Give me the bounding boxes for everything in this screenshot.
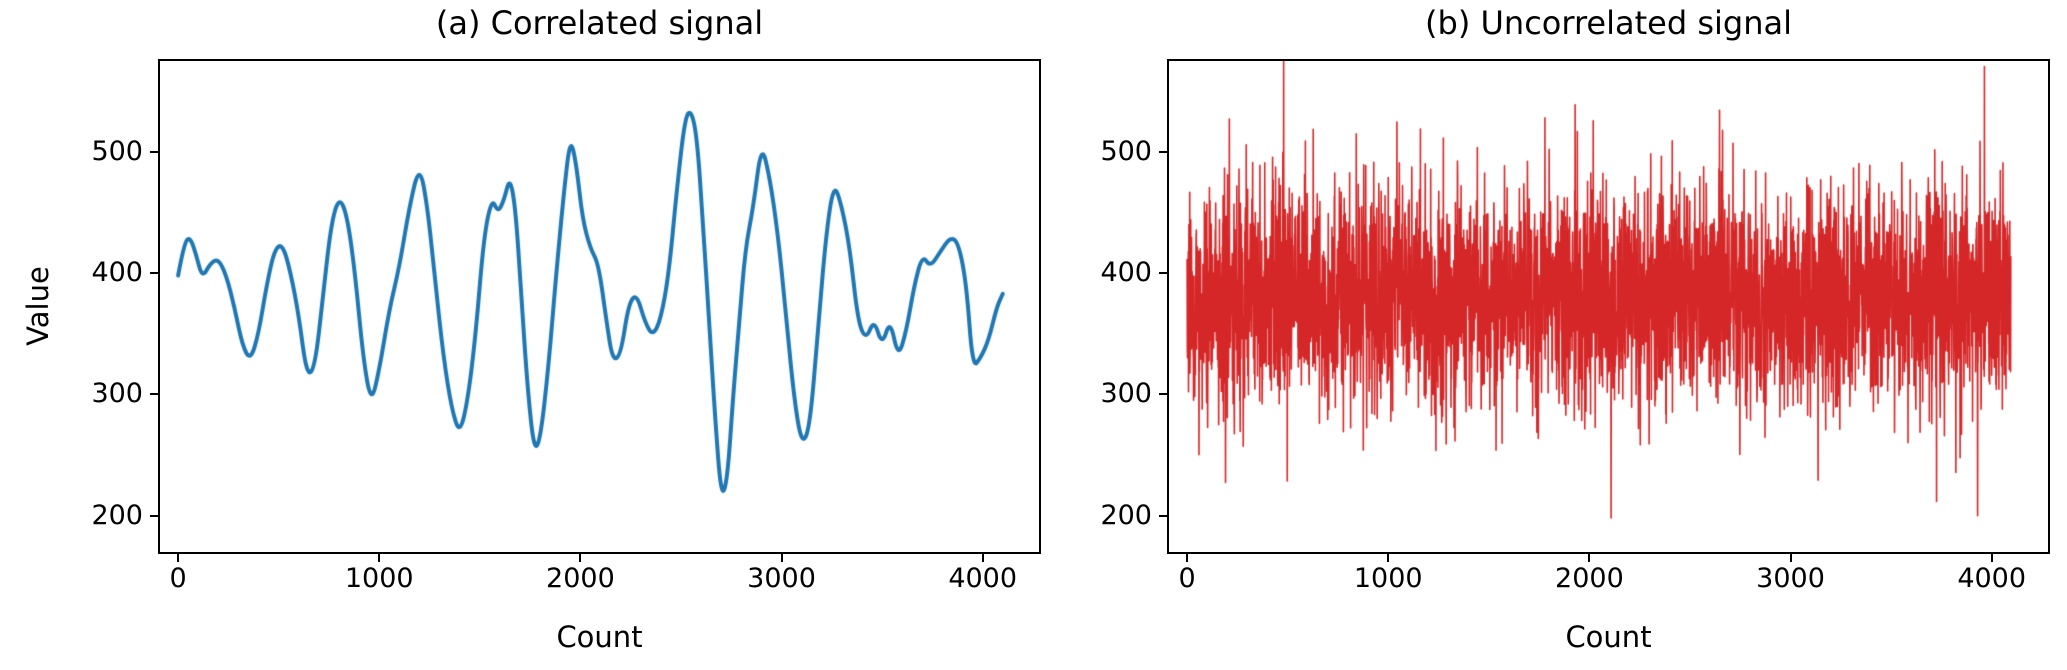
y-tick-mark [150,514,158,517]
x-axis-label-a: Count [556,620,643,654]
y-tick-mark [1159,150,1167,153]
x-tick-mark [1186,554,1189,562]
y-tick-mark [1159,514,1167,517]
plot-canvas-b [1169,61,2048,552]
y-tick-label: 500 [91,135,143,167]
y-tick-label: 400 [91,257,143,289]
plot-area-a [158,59,1041,554]
x-tick-mark [177,554,180,562]
x-tick-mark [378,554,381,562]
x-tick-mark [1990,554,1993,562]
y-tick-mark [1159,393,1167,396]
y-tick-mark [150,150,158,153]
x-tick-label: 0 [169,563,187,594]
x-tick-mark [1789,554,1792,562]
y-tick-mark [1159,272,1167,275]
x-tick-label: 4000 [948,563,1018,594]
x-tick-label: 2000 [1555,563,1624,594]
x-tick-label: 4000 [1957,563,2027,594]
plot-title-a: (a) Correlated signal [435,4,764,42]
plot-title-b: (b) Uncorrelated signal [1425,4,1792,42]
x-tick-mark [579,554,582,562]
y-tick-label: 200 [1100,499,1152,531]
x-tick-mark [1588,554,1591,562]
y-tick-mark [150,272,158,275]
x-tick-label: 3000 [747,563,816,594]
x-tick-label: 2000 [546,563,615,594]
x-tick-label: 3000 [1756,563,1825,594]
plot-area-b [1167,59,2050,554]
x-tick-mark [780,554,783,562]
x-tick-label: 1000 [344,563,414,594]
y-tick-mark [150,393,158,396]
plot-canvas-a [160,61,1039,552]
y-tick-label: 400 [1100,257,1152,289]
y-tick-label: 200 [91,499,143,531]
y-tick-label: 300 [1100,378,1152,410]
y-tick-label: 500 [1100,135,1152,167]
x-tick-mark [981,554,984,562]
x-tick-label: 0 [1178,563,1196,594]
x-axis-label-b: Count [1565,620,1652,654]
y-tick-label: 300 [91,378,143,410]
x-tick-label: 1000 [1353,563,1423,594]
x-tick-mark [1387,554,1390,562]
